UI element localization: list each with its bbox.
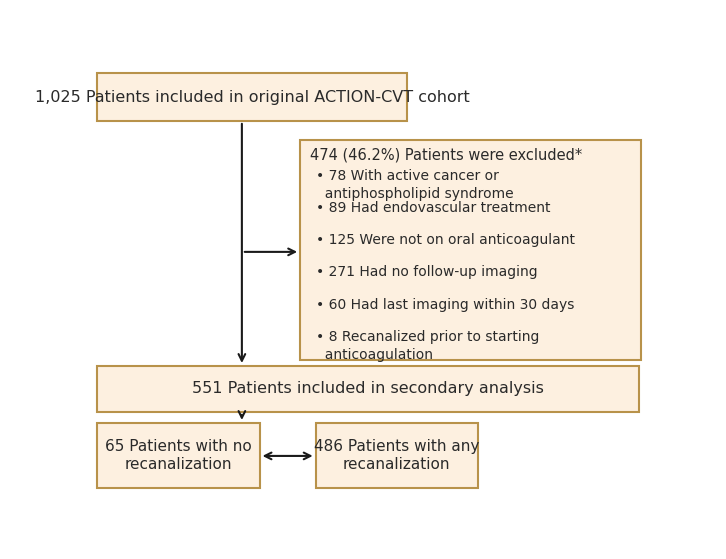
Text: • 78 With active cancer or
  antiphospholipid syndrome: • 78 With active cancer or antiphospholi… bbox=[316, 169, 513, 201]
Text: • 89 Had endovascular treatment: • 89 Had endovascular treatment bbox=[316, 201, 550, 215]
Text: 486 Patients with any
recanalization: 486 Patients with any recanalization bbox=[314, 439, 480, 472]
Text: 551 Patients included in secondary analysis: 551 Patients included in secondary analy… bbox=[192, 381, 544, 396]
FancyBboxPatch shape bbox=[97, 73, 407, 121]
Text: • 125 Were not on oral anticoagulant: • 125 Were not on oral anticoagulant bbox=[316, 233, 575, 247]
Text: 65 Patients with no
recanalization: 65 Patients with no recanalization bbox=[105, 439, 252, 472]
Text: 474 (46.2%) Patients were excluded*: 474 (46.2%) Patients were excluded* bbox=[310, 148, 582, 163]
FancyBboxPatch shape bbox=[97, 366, 640, 412]
Text: 1,025 Patients included in original ACTION-CVT cohort: 1,025 Patients included in original ACTI… bbox=[35, 89, 469, 105]
Text: • 8 Recanalized prior to starting
  anticoagulation: • 8 Recanalized prior to starting antico… bbox=[316, 330, 539, 362]
FancyBboxPatch shape bbox=[316, 423, 478, 488]
FancyBboxPatch shape bbox=[97, 423, 260, 488]
FancyBboxPatch shape bbox=[300, 140, 641, 359]
Text: • 271 Had no follow-up imaging: • 271 Had no follow-up imaging bbox=[316, 266, 537, 280]
Text: • 60 Had last imaging within 30 days: • 60 Had last imaging within 30 days bbox=[316, 298, 574, 312]
